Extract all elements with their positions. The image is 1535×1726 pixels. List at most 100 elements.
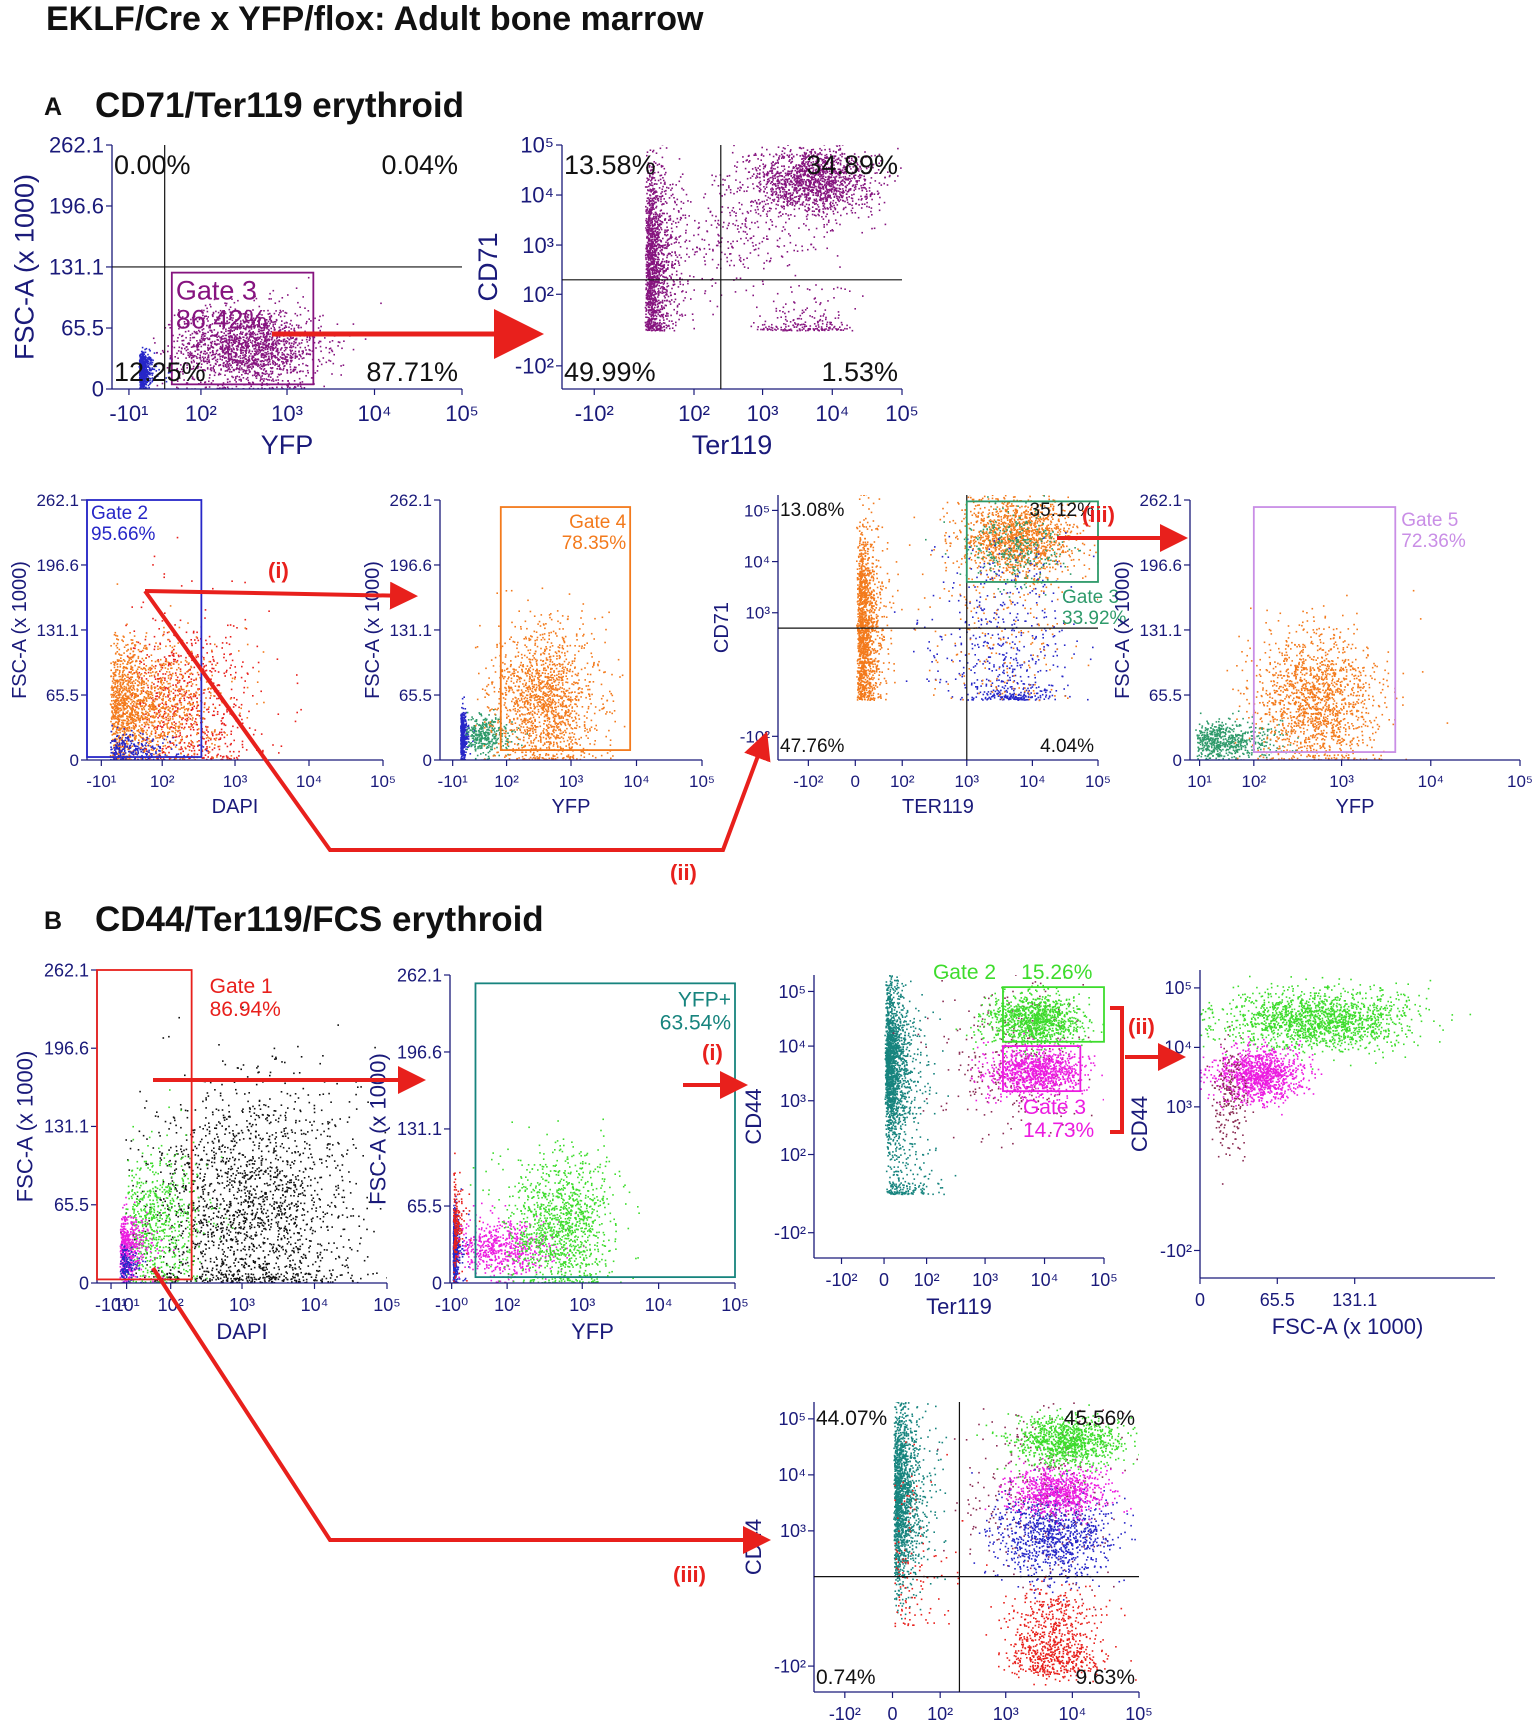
data-point-a1-p1 xyxy=(216,336,218,339)
data-point-a2-p0 xyxy=(646,261,648,263)
data-point-a1-p1 xyxy=(210,335,213,337)
data-point-a2-p1 xyxy=(846,193,848,195)
data-point-a1-p1 xyxy=(154,342,156,344)
data-point-a1-p1 xyxy=(231,349,233,351)
data-point-a1-p1 xyxy=(254,324,256,327)
data-point-a2-p1 xyxy=(767,196,770,199)
data-point-a2-p1 xyxy=(808,208,811,210)
data-point-a1-p1 xyxy=(282,363,284,365)
data-point-a2-p1 xyxy=(842,184,844,186)
data-point-a2-p1 xyxy=(774,168,776,170)
data-point-a2-p1 xyxy=(831,181,833,184)
data-point-a1-p1 xyxy=(256,373,259,375)
data-point-a1-p1 xyxy=(221,344,224,346)
data-point-a1-p1 xyxy=(247,356,250,359)
data-point-a1-p1 xyxy=(262,365,264,368)
data-point-a1-p1 xyxy=(250,385,252,388)
data-point-a2-p1 xyxy=(818,182,820,184)
data-point-a1-p1 xyxy=(222,362,225,365)
data-point-a1-p1 xyxy=(292,353,294,356)
data-point-a1-p1 xyxy=(167,323,170,326)
data-point-a2-p0 xyxy=(659,302,661,305)
data-point-a2-p0 xyxy=(657,293,660,295)
data-point-a2-p1 xyxy=(839,154,842,156)
data-point-a1-p1 xyxy=(243,363,246,366)
data-point-a1-p1 xyxy=(280,311,282,313)
data-point-a1-p1 xyxy=(240,352,243,354)
data-point-a1-p0 xyxy=(149,381,152,384)
data-point-a2-p1 xyxy=(810,164,812,166)
data-point-a1-p0 xyxy=(141,346,144,349)
data-point-a1-p1 xyxy=(226,320,228,323)
data-point-a1-p0 xyxy=(139,353,142,356)
data-point-a1-p1 xyxy=(266,336,268,338)
data-point-a1-p1 xyxy=(258,305,261,308)
data-point-a2-p1 xyxy=(782,188,784,191)
data-point-a1-p1 xyxy=(292,345,295,348)
data-point-a1-p1 xyxy=(309,353,312,356)
data-point-a1-p1 xyxy=(211,323,214,325)
data-point-a2-p0 xyxy=(672,323,674,325)
data-point-a1-p1 xyxy=(228,327,230,329)
data-point-a1-p1 xyxy=(223,337,226,340)
data-point-a1-p1 xyxy=(226,316,228,319)
data-point-a2-p0 xyxy=(652,268,655,270)
data-point-a1-p1 xyxy=(303,387,306,389)
data-point-a1-p1 xyxy=(257,320,260,322)
data-point-a1-p1 xyxy=(176,369,178,371)
data-point-a2-p0 xyxy=(656,240,658,243)
data-point-a2-p0 xyxy=(659,246,662,249)
data-point-a2-p1 xyxy=(829,195,831,198)
data-point-a2-p0 xyxy=(652,254,654,256)
data-point-a1-p1 xyxy=(299,370,302,372)
data-point-a1-p1 xyxy=(222,355,224,357)
data-point-a1-p1 xyxy=(331,350,334,353)
data-point-a2-p0 xyxy=(663,198,665,200)
data-point-a1-p1 xyxy=(290,352,292,355)
data-point-a1-p1 xyxy=(188,342,190,344)
data-point-a2-p0 xyxy=(653,188,656,190)
data-point-a1-p1 xyxy=(289,349,292,351)
data-point-a1-p1 xyxy=(228,367,230,369)
data-point-a1-p1 xyxy=(266,339,268,342)
data-point-a1-p1 xyxy=(296,314,299,317)
data-point-a1-p1 xyxy=(199,330,201,333)
data-point-a1-p1 xyxy=(299,354,301,357)
data-point-a2-p0 xyxy=(654,321,657,324)
data-point-a2-p1 xyxy=(773,174,776,177)
data-point-a2-p0 xyxy=(662,313,665,316)
data-point-a2-p1 xyxy=(759,180,762,183)
data-point-a1-p1 xyxy=(169,323,171,326)
data-point-a2-p1 xyxy=(738,202,741,204)
data-point-a2-p1 xyxy=(787,204,789,207)
data-point-a2-p0 xyxy=(647,325,649,327)
data-point-a2-p0 xyxy=(649,209,652,212)
data-point-a2-p1 xyxy=(810,153,812,155)
data-point-a1-p1 xyxy=(219,336,221,339)
data-point-a2-p0 xyxy=(667,264,669,266)
data-point-a2-p0 xyxy=(654,299,657,302)
data-point-a2-p0 xyxy=(645,219,647,222)
data-point-a2-p0 xyxy=(655,293,658,295)
data-point-a1-p1 xyxy=(178,346,181,349)
data-point-a1-p1 xyxy=(226,381,229,383)
data-point-a2-p1 xyxy=(772,161,774,163)
data-point-a2-p1 xyxy=(719,192,721,195)
data-point-a1-p1 xyxy=(257,338,260,340)
data-point-a2-p0 xyxy=(686,247,688,250)
data-point-a2-p0 xyxy=(656,309,658,311)
data-point-a2-p0 xyxy=(679,283,682,285)
data-point-a2-p0 xyxy=(671,287,673,290)
data-point-a1-p1 xyxy=(238,376,241,378)
data-point-a1-p1 xyxy=(275,341,277,343)
data-point-a2-p0 xyxy=(651,271,654,274)
data-point-a2-p0 xyxy=(650,295,652,298)
data-point-a1-p1 xyxy=(299,346,302,349)
data-point-a1-p1 xyxy=(251,359,254,362)
data-point-a2-p1 xyxy=(842,171,844,174)
data-point-a2-p1 xyxy=(805,195,808,197)
data-point-a2-p1 xyxy=(846,165,849,168)
data-point-a1-p1 xyxy=(319,329,321,332)
data-point-a2-p1 xyxy=(814,179,817,181)
data-point-a2-p0 xyxy=(647,271,650,274)
